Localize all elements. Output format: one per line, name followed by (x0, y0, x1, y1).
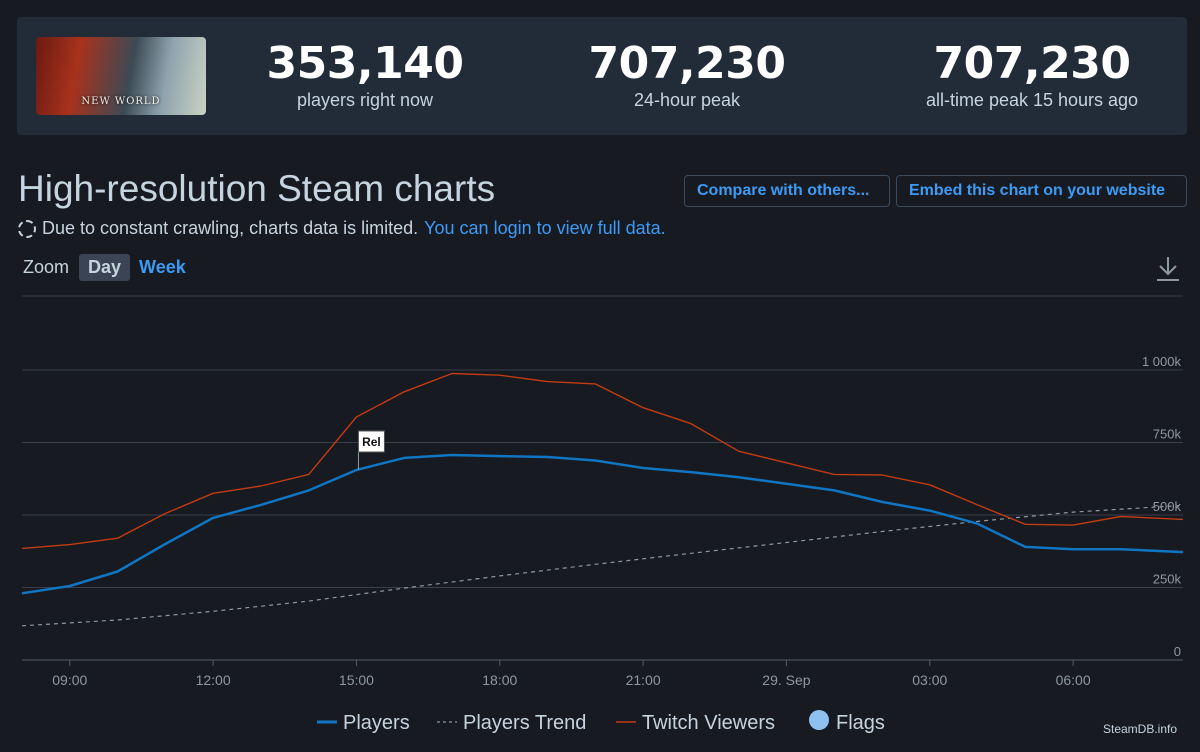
alltime-peak-stat: 707,230 all-time peak 15 hours ago (882, 39, 1182, 111)
download-icon[interactable] (1155, 255, 1181, 283)
zoom-week-button[interactable]: Week (139, 257, 186, 277)
zoom-control: Zoom Day Week (23, 254, 195, 281)
x-tick-label: 12:00 (196, 672, 231, 688)
series-line-twitch-viewers (21, 372, 1184, 550)
current-players-label: players right now (296, 90, 434, 110)
legend-flag-dot (809, 710, 829, 730)
y-tick-label: 0 (1174, 644, 1181, 659)
legend-item-players[interactable]: Players (317, 712, 410, 734)
x-tick-label: 15:00 (339, 672, 374, 688)
legend-item-players-trend[interactable]: Players Trend (437, 712, 586, 734)
current-players-stat: 353,140 players right now (265, 39, 465, 111)
legend-label: Flags (836, 712, 885, 734)
y-tick-label: 500k (1153, 499, 1182, 514)
legend-item-flags[interactable]: Flags (809, 710, 885, 734)
x-tick-label: 06:00 (1056, 672, 1091, 688)
stats-panel: NEW WORLD 353,140 players right now 707,… (17, 17, 1187, 135)
page-title: High-resolution Steam charts (18, 168, 496, 209)
embed-button[interactable]: Embed this chart on your website (896, 175, 1187, 207)
alltime-peak-label: all-time peak 15 hours ago (925, 90, 1139, 110)
x-tick-label: 21:00 (626, 672, 661, 688)
current-players-value: 353,140 (266, 38, 464, 89)
legend-item-twitch-viewers[interactable]: Twitch Viewers (616, 712, 775, 734)
game-logo[interactable]: NEW WORLD (36, 37, 206, 115)
y-tick-label: 1 000k (1142, 354, 1182, 369)
steamdb-credit[interactable]: SteamDB.info (1103, 722, 1178, 736)
game-logo-text: NEW WORLD (81, 96, 161, 107)
peak-24h-label: 24-hour peak (633, 90, 741, 110)
login-link[interactable]: You can login to view full data. (424, 218, 666, 238)
data-limit-notice: Due to constant crawling, charts data is… (18, 218, 666, 239)
peak-24h-value: 707,230 (588, 38, 786, 89)
peak-24h-stat: 707,230 24-hour peak (577, 39, 797, 111)
flag-label: Rel (362, 435, 381, 449)
legend-label: Twitch Viewers (642, 712, 775, 734)
legend-label: Players Trend (463, 712, 586, 734)
notice-text: Due to constant crawling, charts data is… (42, 218, 419, 238)
x-tick-label: 18:00 (482, 672, 517, 688)
x-tick-label: 29. Sep (762, 672, 810, 688)
series-line-players (21, 453, 1184, 595)
y-tick-label: 750k (1153, 427, 1182, 442)
zoom-label: Zoom (23, 257, 70, 277)
series-line-players-trend (21, 504, 1184, 627)
y-tick-label: 250k (1153, 572, 1182, 587)
compare-button[interactable]: Compare with others... (684, 175, 890, 207)
alltime-peak-value: 707,230 (933, 38, 1131, 89)
x-tick-label: 09:00 (52, 672, 87, 688)
zoom-day-button[interactable]: Day (79, 254, 131, 281)
legend-label: Players (343, 712, 410, 734)
flag-box (357, 430, 385, 453)
x-tick-label: 03:00 (912, 672, 947, 688)
loading-icon (18, 219, 36, 238)
